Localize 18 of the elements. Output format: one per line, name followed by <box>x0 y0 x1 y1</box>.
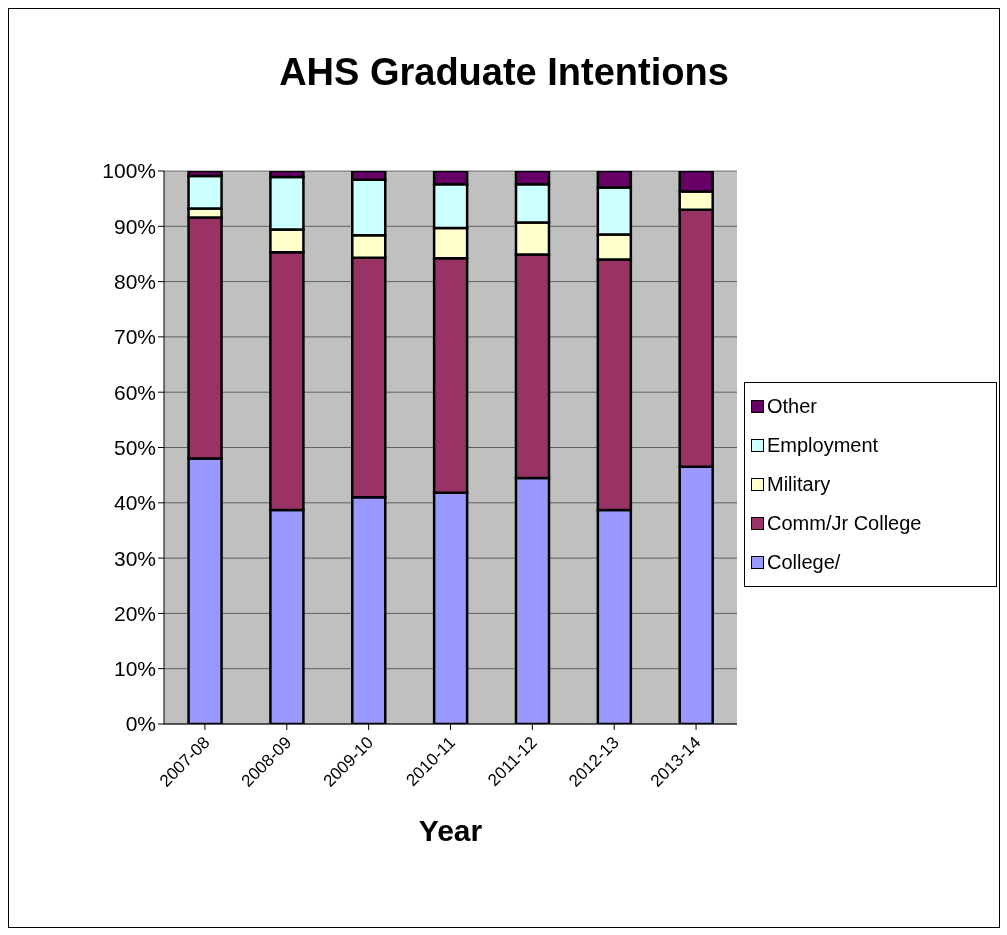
y-tick-label: 90% <box>113 214 156 238</box>
y-tick-label: 70% <box>113 325 156 349</box>
legend-label: Employment <box>767 434 879 457</box>
y-tick-label: 50% <box>113 435 156 459</box>
chart-title: AHS Graduate Intentions <box>278 51 730 94</box>
y-tick-label: 60% <box>113 380 156 404</box>
x-axis-title: Year <box>417 814 484 848</box>
y-tick-label: 80% <box>113 270 156 294</box>
y-tick-label: 10% <box>113 657 156 681</box>
y-tick-label: 0% <box>125 712 156 736</box>
legend-label: Comm/Jr College <box>767 512 922 535</box>
legend-label: Military <box>767 473 831 496</box>
y-tick-label: 40% <box>113 491 156 515</box>
legend-label: Other <box>767 395 818 418</box>
y-tick-label: 100% <box>102 159 156 183</box>
y-tick-label: 30% <box>113 546 156 570</box>
legend-label: College/ <box>767 551 841 574</box>
y-tick-label: 20% <box>113 601 156 625</box>
